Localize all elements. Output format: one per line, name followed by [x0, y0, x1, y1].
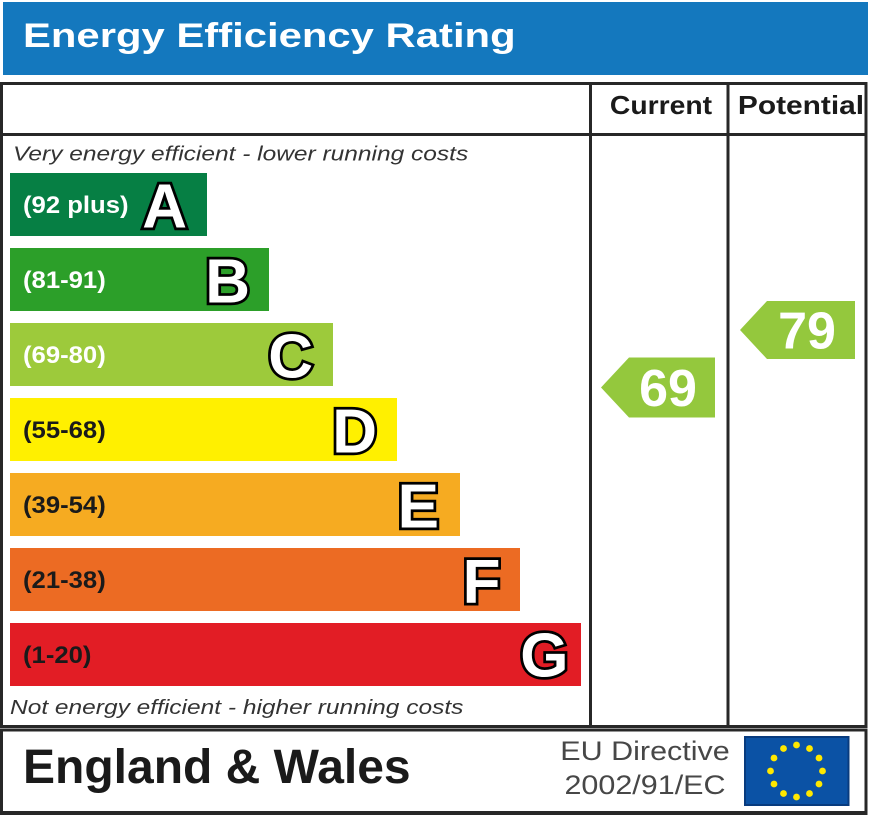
svg-text:69: 69: [639, 360, 697, 418]
svg-text:2002/91/EC: 2002/91/EC: [564, 771, 725, 801]
svg-text:Current: Current: [610, 91, 712, 119]
svg-text:B: B: [205, 248, 250, 317]
svg-text:(21-38): (21-38): [23, 568, 106, 594]
svg-text:D: D: [332, 398, 377, 467]
svg-text:(69-80): (69-80): [23, 343, 106, 369]
svg-text:A: A: [142, 173, 187, 242]
svg-text:Energy Efficiency Rating: Energy Efficiency Rating: [23, 18, 516, 55]
svg-text:G: G: [520, 622, 568, 691]
svg-text:Not energy efficient - higher: Not energy efficient - higher running co…: [10, 696, 463, 718]
svg-text:C: C: [268, 323, 313, 392]
svg-text:F: F: [463, 548, 501, 617]
svg-text:Potential: Potential: [738, 91, 864, 120]
svg-text:(1-20): (1-20): [23, 643, 91, 669]
svg-text:England & Wales: England & Wales: [23, 741, 411, 794]
svg-text:(81-91): (81-91): [23, 268, 106, 294]
svg-text:79: 79: [778, 303, 836, 361]
svg-text:(39-54): (39-54): [23, 493, 106, 519]
svg-text:Very energy efficient - lower: Very energy efficient - lower running co…: [13, 143, 468, 165]
svg-text:EU Directive: EU Directive: [560, 737, 729, 767]
svg-text:(92 plus): (92 plus): [23, 193, 129, 219]
svg-text:E: E: [398, 473, 439, 542]
svg-text:(55-68): (55-68): [23, 418, 106, 444]
